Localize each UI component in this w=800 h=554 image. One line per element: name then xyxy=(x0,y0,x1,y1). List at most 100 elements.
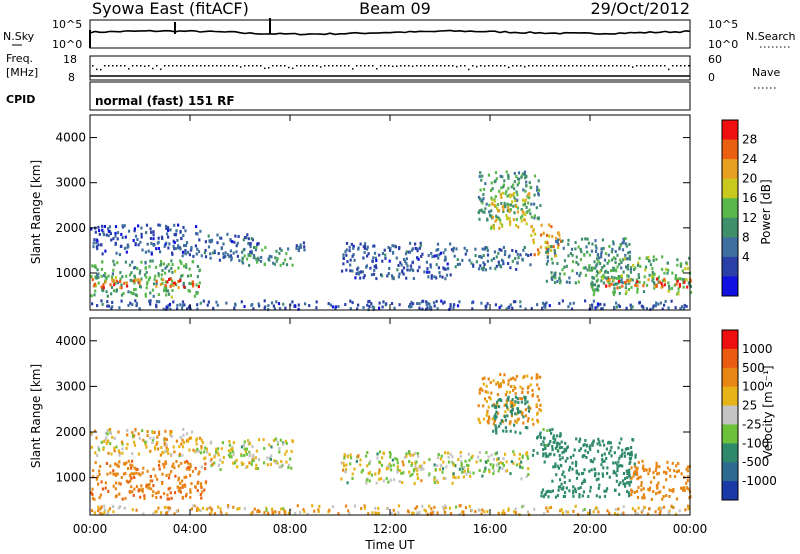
heatmap-cell xyxy=(597,510,600,514)
heatmap-cell xyxy=(509,266,512,270)
heatmap-cell xyxy=(630,490,633,494)
heatmap-cell xyxy=(471,307,474,311)
heatmap-cell xyxy=(581,481,584,485)
heatmap-cell xyxy=(172,445,175,449)
heatmap-cell xyxy=(106,300,109,304)
heatmap-cell xyxy=(157,447,160,451)
heatmap-cell xyxy=(524,307,527,311)
heatmap-cell xyxy=(126,243,129,247)
heatmap-cell xyxy=(548,452,551,456)
heatmap-cell xyxy=(334,305,337,309)
heatmap-cell xyxy=(101,512,104,516)
nave-point xyxy=(256,65,258,67)
colorbar-tick-label: 25 xyxy=(742,399,757,413)
heatmap-cell xyxy=(521,466,524,470)
heatmap-cell xyxy=(631,507,634,511)
heatmap-cell xyxy=(493,204,496,207)
nave-point xyxy=(400,65,402,67)
heatmap-cell xyxy=(625,290,628,294)
heatmap-cell xyxy=(632,264,635,267)
heatmap-cell xyxy=(154,265,158,269)
heatmap-cell xyxy=(134,299,137,303)
heatmap-cell xyxy=(181,254,184,258)
heatmap-cell xyxy=(115,472,118,476)
heatmap-cell xyxy=(681,487,684,491)
heatmap-cell xyxy=(249,512,253,516)
heatmap-cell xyxy=(174,282,177,286)
heatmap-cell xyxy=(538,408,541,412)
heatmap-cell xyxy=(653,283,656,287)
heatmap-cell xyxy=(121,497,124,501)
heatmap-cell xyxy=(90,491,93,495)
heatmap-cell xyxy=(617,460,620,464)
heatmap-cell xyxy=(482,404,485,408)
heatmap-cell xyxy=(140,232,143,236)
heatmap-cell xyxy=(282,262,285,265)
heatmap-cell xyxy=(604,276,607,280)
heatmap-cell xyxy=(514,386,517,390)
heatmap-cell xyxy=(170,496,173,500)
heatmap-cell xyxy=(155,284,158,288)
nave-point xyxy=(116,65,118,67)
heatmap-cell xyxy=(186,307,189,311)
heatmap-cell xyxy=(680,472,683,476)
heatmap-cell xyxy=(547,248,550,252)
heatmap-cell xyxy=(188,267,191,271)
heatmap-cell xyxy=(625,244,628,248)
noise-panel: N.Sky 10^5 10^0 10^5 10^0 N.Search xyxy=(3,18,796,51)
heatmap-cell xyxy=(500,382,503,385)
heatmap-cell xyxy=(468,458,471,462)
heatmap-cell xyxy=(512,388,515,392)
heatmap-cell xyxy=(411,472,414,476)
heatmap-cell xyxy=(527,193,530,197)
heatmap-cell xyxy=(165,307,168,311)
heatmap-cell xyxy=(485,202,488,206)
heatmap-cell xyxy=(157,430,161,434)
heatmap-cell xyxy=(190,507,193,511)
heatmap-cell xyxy=(277,302,281,306)
nave-point xyxy=(288,66,290,69)
heatmap-cell xyxy=(546,443,550,447)
heatmap-cell xyxy=(482,382,485,386)
heatmap-cell xyxy=(512,461,515,465)
heatmap-cell xyxy=(151,494,154,498)
heatmap-cell xyxy=(515,374,518,378)
heatmap-cell xyxy=(537,179,540,183)
heatmap-cell xyxy=(630,488,633,492)
heatmap-cell xyxy=(97,225,100,229)
heatmap-cell xyxy=(398,246,401,249)
heatmap-cell xyxy=(493,419,496,423)
heatmap-cell xyxy=(436,307,439,311)
heatmap-cell xyxy=(243,305,246,309)
heatmap-cell xyxy=(671,461,674,465)
heatmap-cell xyxy=(122,472,126,476)
heatmap-cell xyxy=(667,268,670,272)
heatmap-cell xyxy=(317,510,320,513)
heatmap-cell xyxy=(618,286,621,289)
heatmap-cell xyxy=(539,375,542,379)
heatmap-cell xyxy=(672,506,675,510)
heatmap-cell xyxy=(361,468,364,472)
heatmap-cell xyxy=(672,489,675,493)
heatmap-cell xyxy=(422,467,425,471)
heatmap-cell xyxy=(559,478,562,482)
heatmap-cell xyxy=(225,512,228,516)
heatmap-cell xyxy=(420,479,423,483)
heatmap-cell xyxy=(530,215,533,219)
heatmap-cell xyxy=(518,452,521,456)
heatmap-cell xyxy=(533,174,537,178)
heatmap-cell xyxy=(493,403,496,406)
heatmap-cell xyxy=(626,481,629,485)
heatmap-cell xyxy=(195,437,198,441)
heatmap-cell xyxy=(541,301,545,305)
heatmap-cell xyxy=(500,186,503,190)
heatmap-cell xyxy=(107,234,110,238)
heatmap-cell xyxy=(417,454,420,458)
heatmap-cell xyxy=(200,451,203,455)
heatmap-cell xyxy=(109,283,112,287)
heatmap-cell xyxy=(495,218,498,221)
heatmap-cell xyxy=(167,487,170,491)
heatmap-cell xyxy=(107,304,110,308)
heatmap-cell xyxy=(149,299,152,303)
heatmap-cell xyxy=(525,184,528,188)
